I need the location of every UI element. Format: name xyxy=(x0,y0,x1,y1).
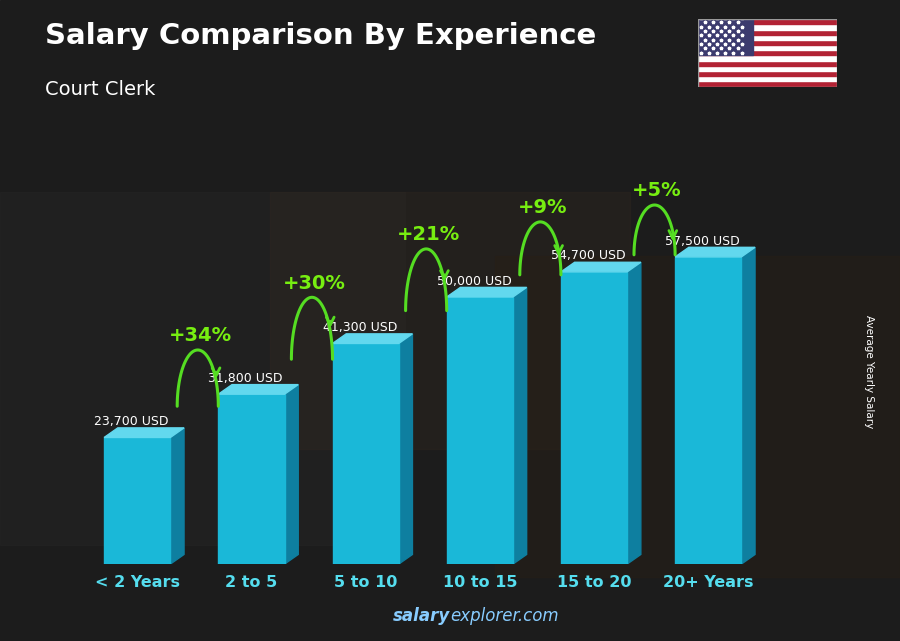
Bar xyxy=(698,81,837,87)
Text: 41,300 USD: 41,300 USD xyxy=(323,321,397,334)
Bar xyxy=(698,71,837,76)
Bar xyxy=(698,56,837,61)
Text: 50,000 USD: 50,000 USD xyxy=(436,274,511,288)
Bar xyxy=(698,19,837,24)
Text: 54,700 USD: 54,700 USD xyxy=(551,249,625,262)
Polygon shape xyxy=(446,297,513,564)
Bar xyxy=(495,256,900,577)
Polygon shape xyxy=(332,334,412,344)
Polygon shape xyxy=(104,437,170,564)
Bar xyxy=(698,50,837,56)
Text: Salary Comparison By Experience: Salary Comparison By Experience xyxy=(45,22,596,51)
Bar xyxy=(698,76,837,81)
Text: +34%: +34% xyxy=(168,326,231,345)
Bar xyxy=(698,40,837,45)
Text: salary: salary xyxy=(392,607,450,625)
Text: +9%: +9% xyxy=(518,198,567,217)
Polygon shape xyxy=(284,385,298,564)
Polygon shape xyxy=(742,247,755,564)
Polygon shape xyxy=(399,334,412,564)
Text: Average Yearly Salary: Average Yearly Salary xyxy=(863,315,874,428)
Polygon shape xyxy=(561,272,627,564)
Polygon shape xyxy=(561,262,641,272)
Text: +30%: +30% xyxy=(283,274,346,293)
Bar xyxy=(698,61,837,66)
Polygon shape xyxy=(332,344,399,564)
Bar xyxy=(698,45,837,50)
Polygon shape xyxy=(513,287,526,564)
Polygon shape xyxy=(627,262,641,564)
Text: 23,700 USD: 23,700 USD xyxy=(94,415,169,428)
Text: +21%: +21% xyxy=(397,225,460,244)
Text: explorer.com: explorer.com xyxy=(450,607,559,625)
Polygon shape xyxy=(675,257,742,564)
Polygon shape xyxy=(675,247,755,257)
Bar xyxy=(698,35,837,40)
Bar xyxy=(0,192,405,545)
Text: 31,800 USD: 31,800 USD xyxy=(209,372,283,385)
Bar xyxy=(270,192,630,449)
Bar xyxy=(698,24,837,29)
Bar xyxy=(698,66,837,71)
Text: 57,500 USD: 57,500 USD xyxy=(665,235,740,247)
Polygon shape xyxy=(104,428,184,437)
Polygon shape xyxy=(219,385,298,394)
Bar xyxy=(698,29,837,35)
Bar xyxy=(698,19,753,56)
Text: +5%: +5% xyxy=(632,181,681,201)
Text: Court Clerk: Court Clerk xyxy=(45,80,156,99)
Polygon shape xyxy=(219,394,284,564)
Polygon shape xyxy=(446,287,526,297)
Polygon shape xyxy=(170,428,184,564)
